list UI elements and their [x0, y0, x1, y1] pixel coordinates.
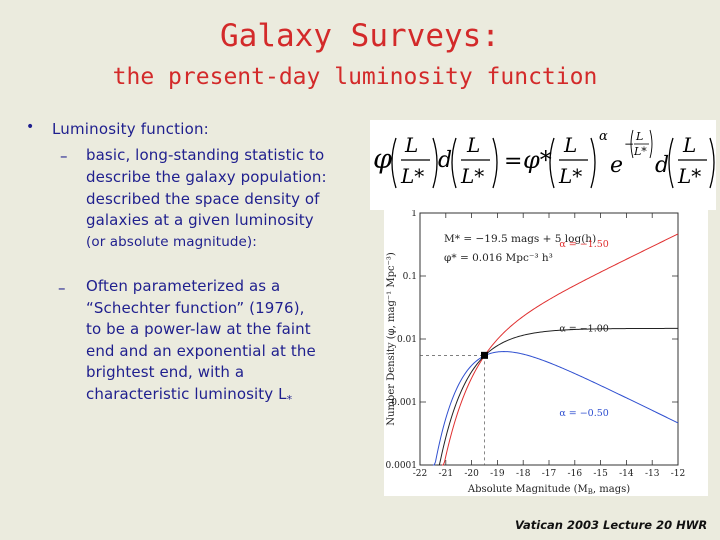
formula-paren [391, 137, 397, 189]
formula-Lstar: L* [633, 145, 647, 158]
x-axis-label-sub: B [588, 488, 593, 496]
formula-paren [709, 137, 715, 189]
text-line: Often parameterized as a [86, 277, 281, 295]
x-tick-label: -22 [413, 469, 428, 479]
series-label: α = −0.50 [559, 408, 609, 419]
text-fragment: characteristic luminosity L [86, 384, 287, 403]
chart-frame-group: M* = −19.5 mags + 5 log(h) φ* = 0.016 Mp… [386, 212, 679, 496]
x-tick-label: -17 [542, 469, 557, 479]
x-tick-label: -21 [439, 469, 454, 479]
sub-bullet-text-2: Often parameterized as a “Schechter func… [86, 276, 376, 410]
sub-bullet-dash: – [58, 279, 66, 297]
sub-bullet-dash: – [60, 147, 68, 165]
formula-L: L [404, 133, 418, 157]
chart-marks-group: -22 -21 -20 -19 -18 -17 -16 -15 -14 -13 -12 0.0001 0… [386, 209, 686, 479]
formula-alpha: α [599, 129, 608, 144]
formula-phistar: φ* [523, 146, 552, 174]
series-label: α = −1.00 [559, 323, 609, 334]
formula-L: L [466, 133, 480, 157]
formula-minus: − [624, 137, 634, 151]
x-tick-label: -20 [464, 469, 479, 479]
annotation-phistar: φ* = 0.016 Mpc⁻³ h³ [444, 252, 553, 264]
subscript-star: * [286, 392, 293, 406]
y-tick-label: 1 [411, 210, 417, 219]
formula-phi: φ [373, 144, 392, 175]
y-tick-label: 0.0001 [386, 461, 418, 471]
slide-footer: Vatican 2003 Lecture 20 HWR [515, 518, 708, 532]
x-axis-label: Absolute Magnitude (MB, mags) [467, 484, 630, 496]
x-axis-label-tail: , mags) [593, 484, 630, 495]
text-line: basic, long-standing statistic to [86, 146, 325, 164]
slide-title: Galaxy Surveys: [220, 18, 500, 54]
formula-Lstar: L* [677, 164, 701, 188]
formula-paren [649, 129, 653, 159]
series-label: α = −1.50 [559, 239, 609, 250]
annotation-mstar: M* = −19.5 mags + 5 log(h) [444, 233, 596, 245]
x-tick-label: -19 [490, 469, 505, 479]
text-line: galaxies at a given luminosity [86, 211, 314, 230]
formula-d: d [438, 148, 452, 173]
y-tick-label: 0.001 [391, 398, 417, 408]
bullet-label: Luminosity function: [52, 120, 209, 138]
formula-paren [630, 129, 634, 159]
plot-frame [419, 212, 679, 466]
bullet-marker: • [26, 119, 35, 135]
text-line: (or absolute magnitude): [86, 234, 257, 251]
series-line-1 [436, 327, 678, 466]
x-tick-label: -18 [516, 469, 531, 479]
chart-panel: M* = −19.5 mags + 5 log(h) φ* = 0.016 Mp… [384, 209, 708, 496]
slide-subtitle: the present-day luminosity function [112, 64, 598, 90]
text-line: end and an exponential at the [86, 341, 316, 360]
x-tick-label: -13 [645, 469, 660, 479]
x-tick-label: -14 [619, 469, 634, 479]
text-line: characteristic luminosity L* [86, 384, 376, 411]
formula-paren [432, 137, 438, 189]
formula-paren [451, 137, 457, 189]
x-tick-label: -16 [568, 469, 583, 479]
formula-paren [668, 137, 674, 189]
series-line-2 [432, 351, 679, 466]
series-line-0 [441, 233, 679, 466]
y-tick-label: 0.01 [397, 335, 417, 345]
formula-paren [549, 137, 555, 189]
text-line: brightest end, with a [86, 363, 245, 381]
formula-Lstar: L* [400, 164, 424, 188]
formula-L: L [635, 130, 643, 143]
text-line: to be a power-law at the faint [86, 320, 311, 338]
text-line: describe the galaxy population: [86, 167, 327, 186]
formula-paren [590, 137, 596, 189]
x-tick-label: -15 [593, 469, 608, 479]
formula-equals: = [504, 149, 522, 174]
formula-L: L [682, 133, 696, 157]
x-tick-label: -12 [671, 469, 686, 479]
formula-L: L [563, 133, 577, 157]
formula-d: d [655, 153, 669, 178]
y-tick-label: 0.1 [403, 272, 417, 282]
text-line: “Schechter function” (1976), [86, 298, 305, 317]
formula-paren [492, 137, 498, 189]
luminosity-function-chart: M* = −19.5 mags + 5 log(h) φ* = 0.016 Mp… [386, 209, 686, 496]
text-line: described the space density of [86, 189, 320, 208]
sub-bullet-text-1: basic, long-standing statistic to descri… [86, 145, 376, 254]
x-axis-label-text: Absolute Magnitude (M [467, 484, 588, 495]
schechter-formula: φ L L* d L L* = φ* L L* α e − L L* d L L… [370, 120, 716, 210]
formula-Lstar: L* [558, 164, 582, 188]
formula-e: e [610, 153, 623, 178]
knee-point-marker [481, 351, 488, 359]
y-axis-label: Number Density (φ, mag⁻¹ Mpc⁻³) [386, 252, 397, 426]
formula-Lstar: L* [460, 164, 484, 188]
